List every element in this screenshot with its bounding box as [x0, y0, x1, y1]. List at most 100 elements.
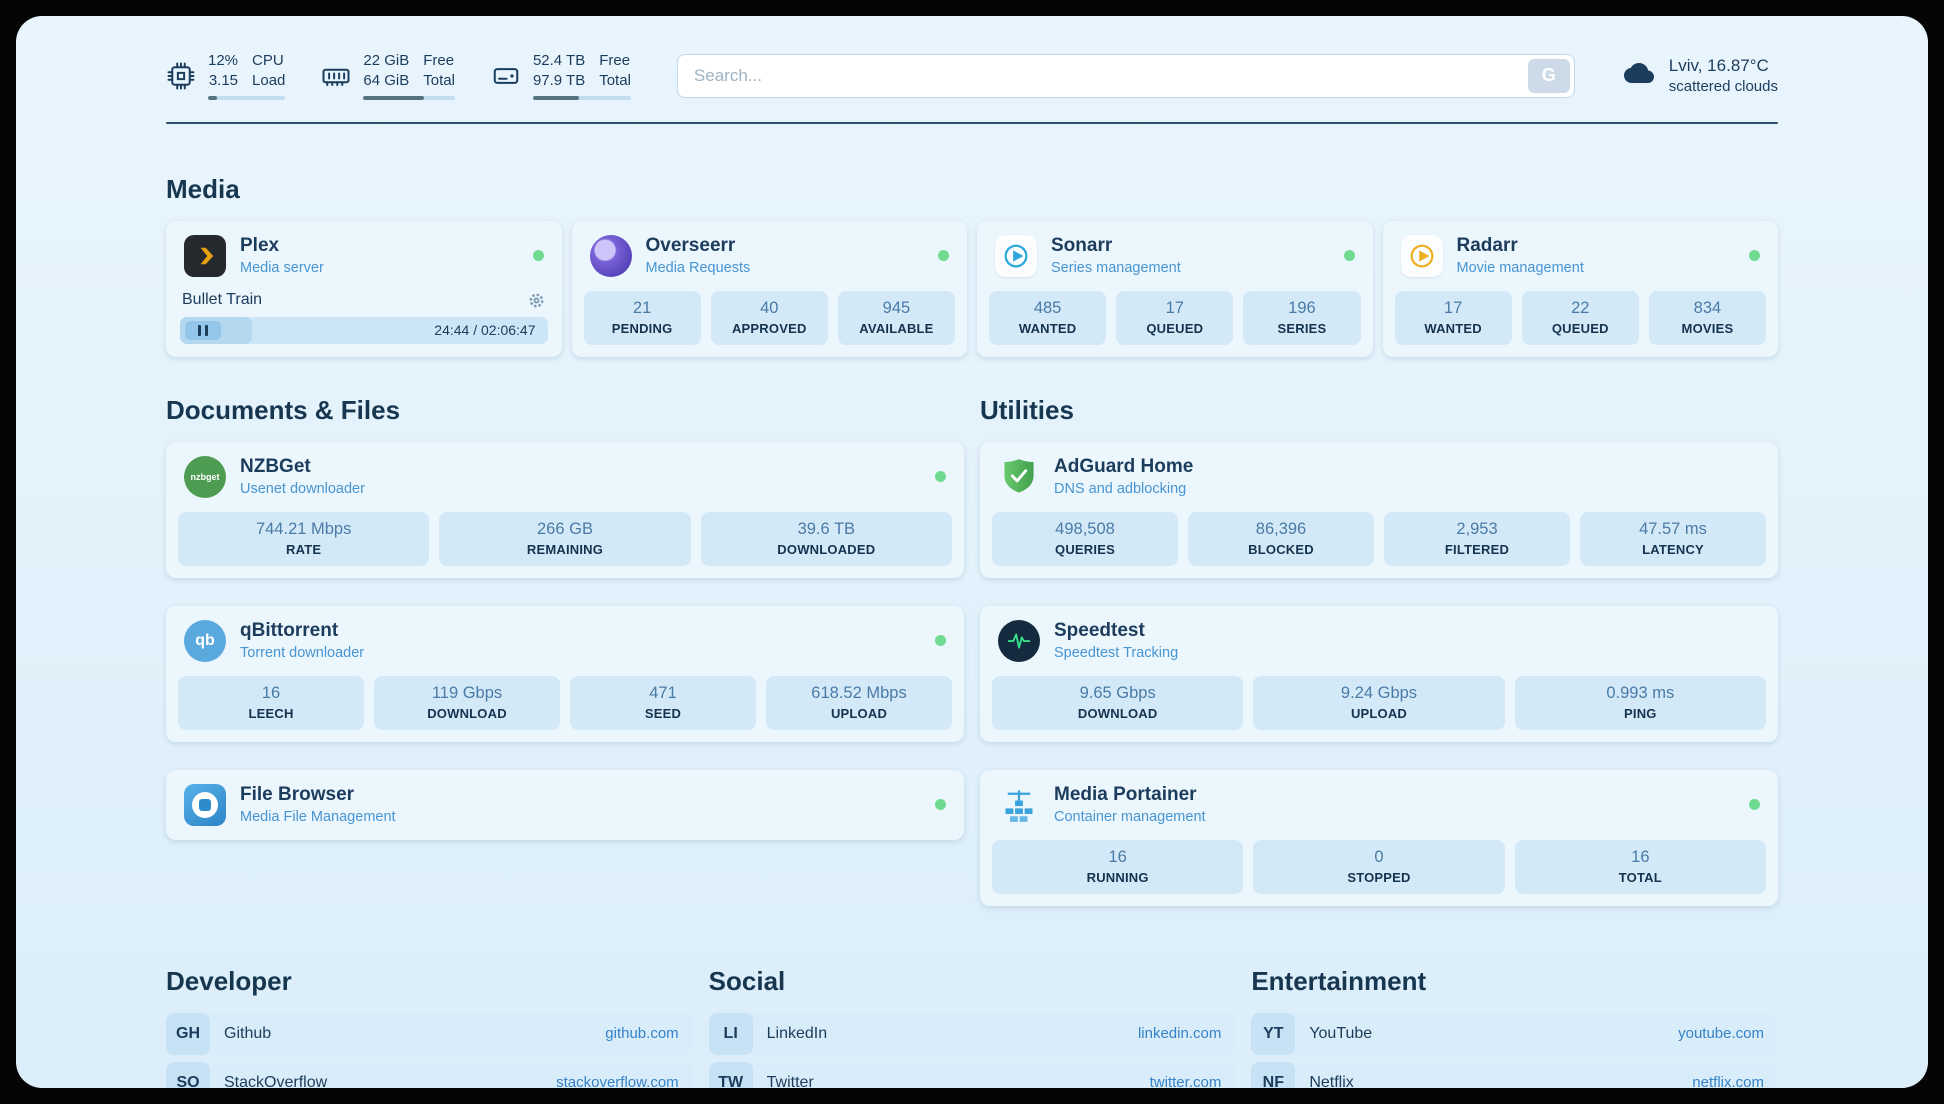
service-description: Series management — [1051, 260, 1181, 276]
memory-free-value: 22 GiB — [363, 52, 410, 69]
stat-label: BLOCKED — [1248, 541, 1314, 557]
memory-progress-fill — [363, 95, 424, 100]
stat-label: STOPPED — [1347, 869, 1411, 885]
disk-progress-bar — [532, 95, 631, 100]
weather-widget[interactable]: Lviv, 16.87°C scattered clouds — [1621, 56, 1778, 95]
cpu-widget-body: 12% CPU 3.15 Load — [208, 52, 286, 100]
stat-label: PENDING — [611, 320, 673, 336]
service-titles: Media Portainer Container management — [1054, 784, 1206, 825]
stat-blocked: 86,396 BLOCKED — [1188, 511, 1374, 566]
bookmark-netflix[interactable]: NF Netflix netflix.com — [1251, 1061, 1778, 1089]
bookmark-abbr: SO — [166, 1061, 210, 1088]
disk-total-label: Total — [599, 71, 631, 89]
bookmark-stackoverflow[interactable]: SO StackOverflow stackoverflow.com — [166, 1061, 693, 1088]
stat-value: 834 — [1693, 298, 1722, 317]
speedtest-icon — [998, 619, 1040, 662]
service-card-overseerr[interactable]: Overseerr Media Requests 21 PENDING 40 A… — [571, 220, 967, 357]
pause-icon[interactable] — [185, 320, 221, 340]
stat-available: 945 AVAILABLE — [837, 290, 956, 345]
now-playing-title: Bullet Train — [182, 291, 263, 308]
section-title-media: Media — [166, 173, 240, 204]
overseerr-icon — [589, 234, 632, 277]
stat-filtered: 2,953 FILTERED — [1384, 511, 1570, 566]
service-description: Media Requests — [645, 260, 751, 276]
service-card-sonarr[interactable]: Sonarr Series management 485 WANTED 17 Q… — [977, 220, 1373, 357]
bookmark-name: Github — [224, 1024, 272, 1042]
stat-value: 945 — [882, 298, 911, 317]
stat-label: RATE — [286, 541, 322, 557]
service-stats: 16 LEECH 119 Gbps DOWNLOAD 471 SEED 61 — [166, 675, 964, 742]
playback-progress-bar[interactable]: 24:44 / 02:06:47 — [180, 316, 548, 344]
service-card-adguard[interactable]: AdGuard Home DNS and adblocking 498,508 … — [980, 441, 1778, 578]
stat-label: FILTERED — [1444, 541, 1510, 557]
filebrowser-icon — [184, 783, 226, 826]
search-input[interactable] — [676, 53, 1575, 98]
gear-icon[interactable] — [527, 291, 546, 310]
radarr-icon — [1400, 234, 1443, 277]
service-stats: 744.21 Mbps RATE 266 GB REMAINING 39.6 T… — [166, 511, 964, 578]
service-titles: Plex Media server — [240, 235, 324, 276]
nzbget-icon: nzbget — [184, 455, 226, 498]
service-card-filebrowser[interactable]: File Browser Media File Management — [166, 769, 964, 840]
section-title-developer: Developer — [166, 965, 292, 996]
bookmark-twitter[interactable]: TW Twitter twitter.com — [708, 1061, 1236, 1088]
bookmark-abbr: YT — [1251, 1012, 1296, 1055]
service-card-qbittorrent[interactable]: qb qBittorrent Torrent downloader 16 LEE… — [166, 605, 964, 742]
stat-upload: 618.52 Mbps UPLOAD — [766, 675, 952, 730]
disk-widget-body: 52.4 TB Free 97.9 TB Total — [532, 52, 631, 100]
search-provider-button[interactable]: G — [1527, 58, 1570, 93]
stat-value: 0.993 ms — [1606, 683, 1675, 702]
bookmark-youtube[interactable]: YT YouTube youtube.com — [1251, 1012, 1778, 1055]
bookmark-linkedin[interactable]: LI LinkedIn linkedin.com — [708, 1012, 1236, 1055]
cpu-icon — [166, 61, 196, 91]
service-description: Speedtest Tracking — [1054, 645, 1179, 661]
service-card-speedtest[interactable]: Speedtest Speedtest Tracking 9.65 Gbps D… — [980, 605, 1778, 742]
service-description: Usenet downloader — [240, 481, 365, 497]
service-card-nzbget[interactable]: nzbget NZBGet Usenet downloader 744.21 M… — [166, 441, 964, 578]
stat-label: PING — [1624, 705, 1657, 721]
service-titles: Sonarr Series management — [1051, 235, 1181, 276]
stat-value: 498,508 — [1055, 519, 1115, 538]
service-card-plex[interactable]: Plex Media server Bullet Train — [166, 220, 562, 357]
stat-value: 17 — [1165, 298, 1184, 317]
stat-label: RUNNING — [1086, 869, 1149, 885]
plex-icon — [184, 234, 226, 277]
service-description: Movie management — [1456, 260, 1584, 276]
stat-value: 47.57 ms — [1639, 519, 1707, 538]
service-titles: Speedtest Speedtest Tracking — [1054, 620, 1178, 661]
stat-label: SEED — [644, 705, 682, 721]
stat-download: 9.65 Gbps DOWNLOAD — [992, 675, 1244, 730]
service-stats: 9.65 Gbps DOWNLOAD 9.24 Gbps UPLOAD 0.99… — [980, 675, 1778, 742]
stat-approved: 40 APPROVED — [710, 290, 828, 345]
stat-ping: 0.993 ms PING — [1514, 675, 1766, 730]
stat-value: 119 Gbps — [431, 683, 503, 702]
stat-value: 16 — [261, 683, 281, 702]
stat-pending: 21 PENDING — [583, 290, 701, 345]
cpu-progress-fill — [208, 95, 218, 100]
entertainment-section: Entertainment YT YouTube youtube.com NF … — [1251, 965, 1778, 1089]
service-description: Torrent downloader — [240, 645, 365, 661]
stat-series: 196 SERIES — [1243, 290, 1361, 345]
service-card-radarr[interactable]: Radarr Movie management 17 WANTED 22 QUE… — [1382, 220, 1778, 357]
service-card-portainer[interactable]: Media Portainer Container management 16 … — [980, 769, 1778, 906]
stat-remaining: 266 GB REMAINING — [439, 511, 691, 566]
disk-progress-fill — [532, 95, 579, 100]
stat-value: 744.21 Mbps — [255, 519, 352, 538]
section-title-documents: Documents & Files — [166, 394, 401, 425]
adguard-icon — [998, 456, 1040, 498]
service-description: Media server — [240, 260, 324, 276]
disk-free-label: Free — [599, 52, 631, 69]
bookmark-name: Netflix — [1309, 1073, 1354, 1089]
system-widgets: 12% CPU 3.15 Load — [166, 52, 631, 100]
bookmark-github[interactable]: GH Github github.com — [166, 1012, 693, 1055]
service-name: Overseerr — [645, 235, 736, 256]
memory-progress-bar — [363, 95, 455, 100]
section-title-entertainment: Entertainment — [1251, 965, 1427, 996]
memory-widget-body: 22 GiB Free 64 GiB Total — [363, 52, 455, 100]
stat-label: REMAINING — [526, 541, 604, 557]
stat-value: 471 — [649, 683, 677, 702]
disk-widget: 52.4 TB Free 97.9 TB Total — [491, 52, 631, 100]
stat-value: 9.24 Gbps — [1340, 683, 1418, 702]
memory-widget: 22 GiB Free 64 GiB Total — [321, 52, 455, 100]
weather-location: Lviv, 16.87°C — [1668, 56, 1769, 76]
